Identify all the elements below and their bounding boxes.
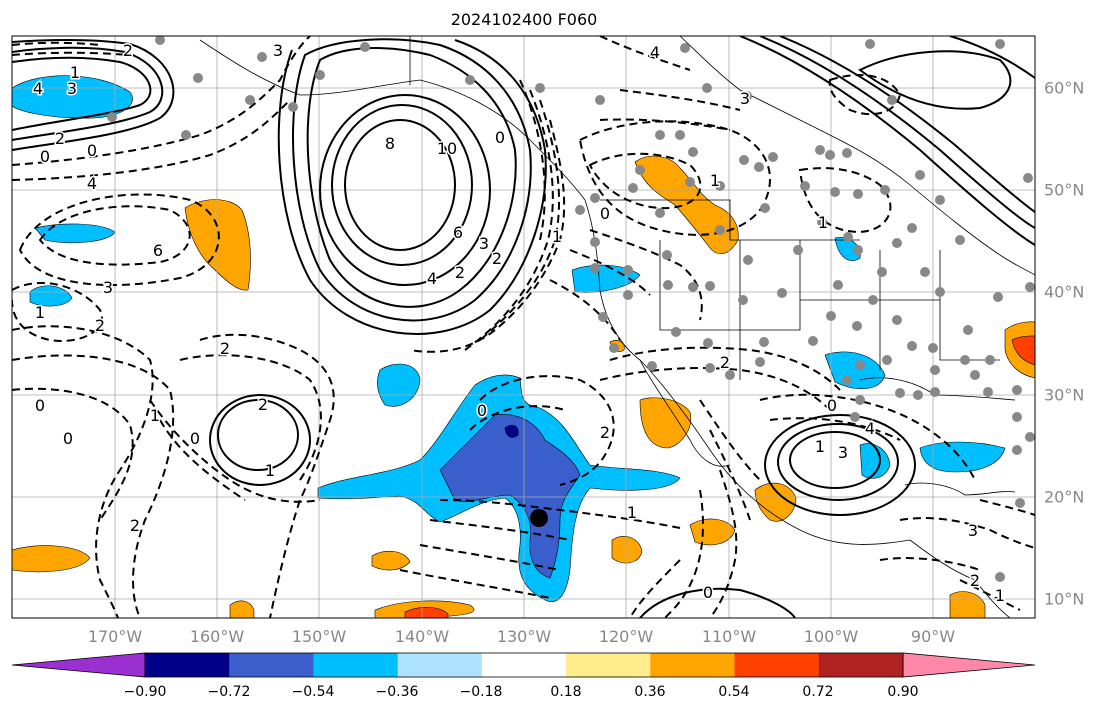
contour-label: 3	[67, 79, 77, 98]
contour-label: 4	[87, 174, 97, 193]
shade-orange	[611, 536, 643, 564]
contour-label: 0	[35, 396, 45, 415]
contour-label: 8	[385, 134, 395, 153]
lon-label: 130°W	[496, 627, 552, 646]
shade-orange	[639, 397, 692, 449]
contour-label: 0	[703, 583, 713, 602]
lat-label: 50°N	[1044, 180, 1085, 200]
contour-label: 0	[477, 401, 487, 420]
lon-label: 140°W	[394, 627, 450, 646]
contour-label: 2	[220, 339, 230, 358]
contour-label: 1	[70, 63, 80, 82]
contour-label: 3	[103, 278, 113, 297]
map-title: 2024102400 F060	[450, 10, 598, 29]
contour-label: 0	[600, 204, 610, 223]
shade-medium-blue	[439, 414, 581, 579]
shade-blue	[29, 285, 73, 307]
map-frame	[11, 35, 1036, 619]
contour-label: 0	[495, 128, 505, 147]
contour-label: 3	[273, 41, 283, 60]
contour-label: 0	[40, 147, 50, 166]
shade-red	[1011, 335, 1035, 366]
station-dots	[107, 36, 1035, 582]
contour-label: 2	[258, 395, 268, 414]
contour-label: 2	[720, 353, 730, 372]
contour-label: 1	[818, 213, 828, 232]
contour-label: 3	[740, 89, 750, 108]
shade-blue	[919, 441, 1006, 473]
lon-label: 150°W	[291, 627, 347, 646]
contour-label: 2	[455, 263, 465, 282]
contour-label: 10	[437, 139, 457, 158]
contour-label: 1	[265, 461, 275, 480]
lon-label: 120°W	[598, 627, 654, 646]
contour-label: 1	[552, 227, 562, 246]
contour-label: 4	[865, 419, 875, 438]
colorbar-tick: −0.36	[375, 684, 419, 700]
lat-label: 60°N	[1044, 78, 1085, 98]
colorbar-tick: 0.36	[634, 684, 666, 700]
lon-label: 160°W	[189, 627, 245, 646]
shade-orange	[12, 545, 91, 573]
lon-label: 170°W	[87, 627, 143, 646]
contour-label: 4	[33, 79, 43, 98]
colorbar-tick: −0.18	[459, 684, 503, 700]
contour-label: 1	[150, 406, 160, 425]
contour-label: 2	[123, 41, 133, 60]
contour-label: 0	[190, 429, 200, 448]
lat-label: 20°N	[1044, 487, 1085, 507]
contour-label: 3	[838, 443, 848, 462]
contour-label: 2	[970, 571, 980, 590]
dashed-contours	[12, 36, 1035, 618]
lon-label: 110°W	[701, 627, 757, 646]
colorbar-tick: −0.72	[207, 684, 251, 700]
shade-orange	[754, 482, 797, 522]
contour-label: 2	[55, 129, 65, 148]
contour-label: 3	[968, 521, 978, 540]
contour-label: 3	[479, 234, 489, 253]
contour-label: 2	[492, 249, 502, 268]
contour-label: 0	[63, 429, 73, 448]
contour-label: 2	[130, 516, 140, 535]
contour-label: 1	[35, 303, 45, 322]
contour-label: 1	[627, 503, 637, 522]
shade-orange	[229, 600, 255, 618]
contour-label: 4	[427, 269, 437, 288]
contour-label: 1	[995, 586, 1005, 605]
colorbar-tick: 0.18	[550, 684, 582, 700]
colorbar-tick: 0.72	[802, 684, 834, 700]
lon-label: 90°W	[910, 627, 956, 646]
lat-label: 10°N	[1044, 589, 1085, 609]
contour-label: 1	[815, 437, 825, 456]
storm-center-marker	[530, 509, 548, 527]
solid-contours	[12, 36, 1035, 618]
colorbar-tick: 0.90	[887, 684, 919, 700]
contour-label: 2	[95, 316, 105, 335]
contour-label: 6	[453, 223, 463, 242]
colorbar-tick: −0.90	[123, 684, 167, 700]
shade-orange	[689, 518, 736, 546]
contour-label: 0	[87, 141, 97, 160]
contour-label: 0	[827, 396, 837, 415]
colorbar-tick: 0.54	[718, 684, 750, 700]
shade-blue	[377, 363, 421, 407]
shade-blue	[824, 351, 886, 390]
contour-label: 1	[710, 171, 720, 190]
contour-label: 4	[650, 43, 660, 62]
contour-label: 2	[600, 423, 610, 442]
shade-orange	[949, 591, 986, 618]
colorbar-tick: −0.54	[291, 684, 335, 700]
lat-label: 30°N	[1044, 385, 1085, 405]
contour-label: 6	[153, 241, 163, 260]
shade-navy	[504, 424, 519, 438]
shaded-regions	[12, 75, 1035, 618]
shade-red	[404, 607, 449, 618]
lon-label: 100°W	[803, 627, 859, 646]
lat-label: 40°N	[1044, 282, 1085, 302]
shade-orange	[371, 550, 411, 571]
